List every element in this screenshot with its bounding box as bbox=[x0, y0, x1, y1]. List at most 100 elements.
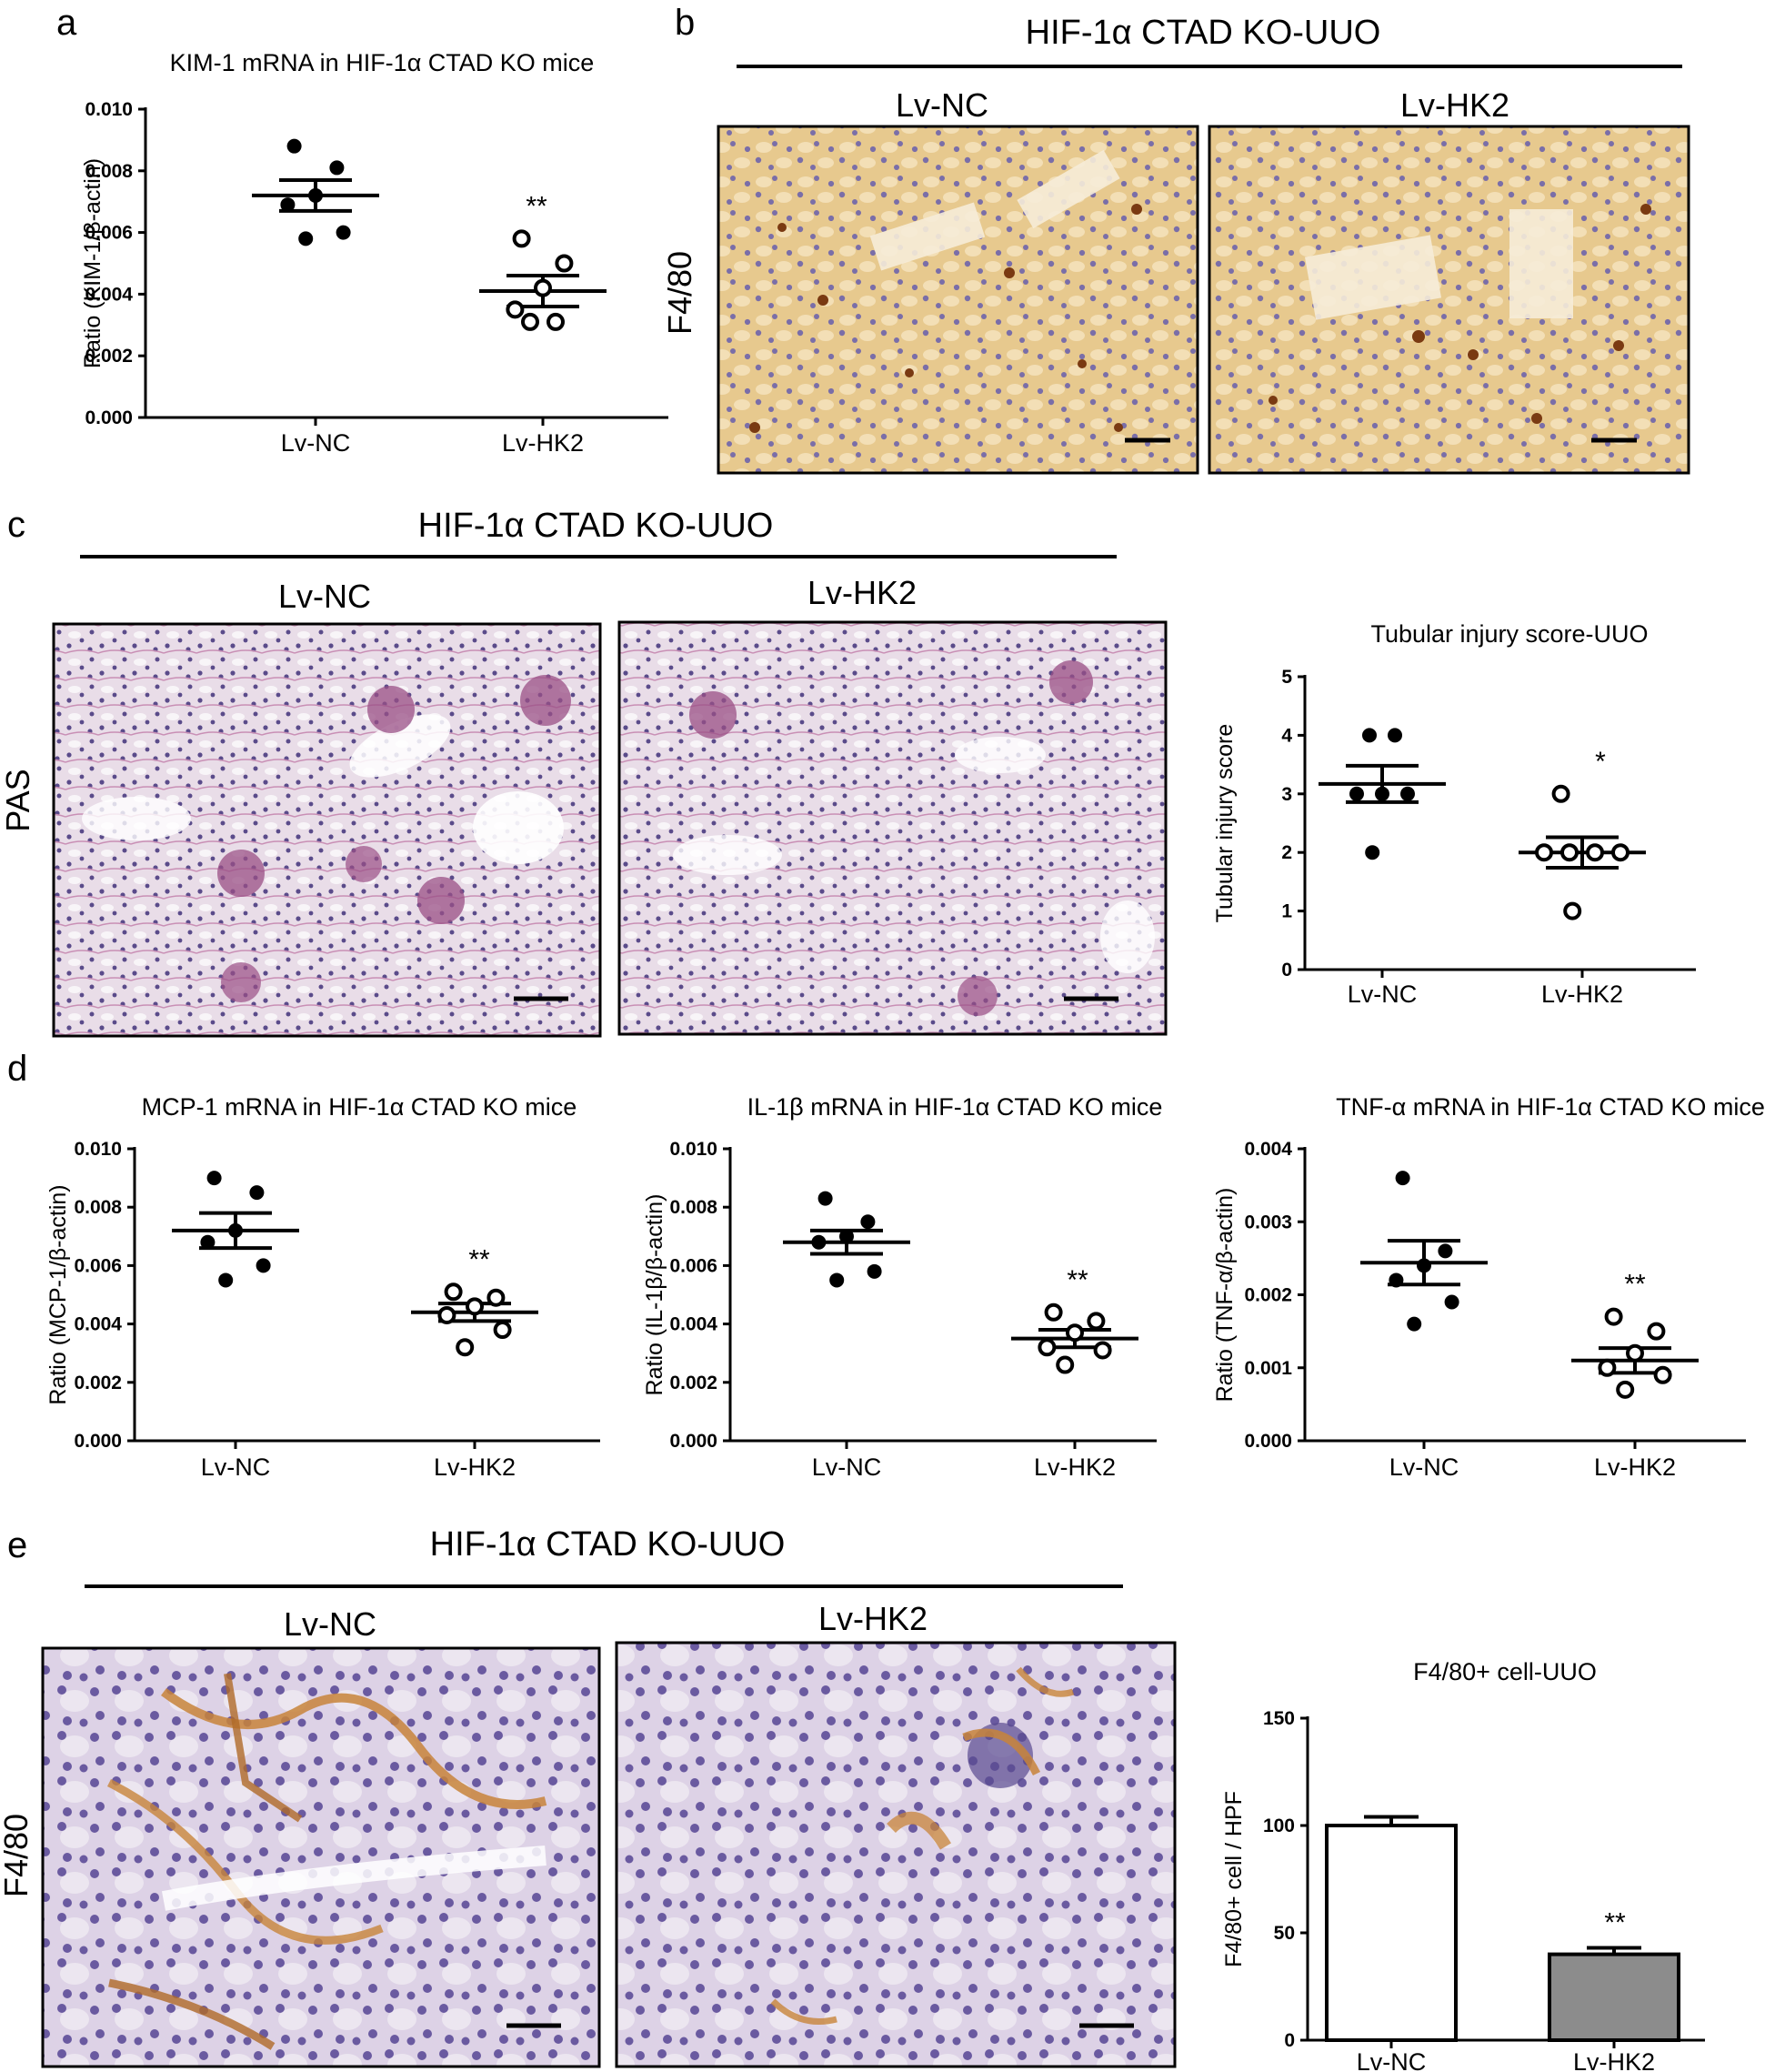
x-tick-label: Lv-NC bbox=[281, 429, 351, 457]
data-point bbox=[1626, 1343, 1644, 1363]
data-point bbox=[867, 1263, 882, 1279]
y-tick-label: 0 bbox=[1284, 2030, 1295, 2051]
data-point bbox=[206, 1171, 222, 1186]
y-tick-label: 0.008 bbox=[74, 1197, 122, 1218]
panel-b-group-lvhk2: Lv-HK2 bbox=[1400, 86, 1509, 124]
significance-label: ** bbox=[1604, 1908, 1626, 1938]
data-point bbox=[1407, 1316, 1422, 1332]
y-tick-label: 0 bbox=[1281, 960, 1292, 981]
micrograph-c-lvnc bbox=[52, 622, 602, 1038]
data-point bbox=[1598, 1358, 1617, 1377]
y-tick-label: 0.002 bbox=[85, 346, 133, 367]
chart-title: KIM-1 mRNA in HIF-1α CTAD KO mice bbox=[170, 49, 595, 76]
data-point bbox=[1362, 728, 1377, 743]
data-point bbox=[1389, 1272, 1404, 1288]
x-tick-label: Lv-NC bbox=[1348, 981, 1418, 1008]
data-point bbox=[1400, 786, 1415, 801]
chart-f480-cells: F4/80+ cell-UUO F4/80+ cell / HPF 0 50 100 15… bbox=[1221, 1658, 1705, 2072]
micrograph-c-lvhk2 bbox=[617, 620, 1168, 1036]
data-point bbox=[444, 1282, 463, 1302]
data-point bbox=[1604, 1307, 1623, 1326]
data-point bbox=[817, 1191, 833, 1206]
significance-label: * bbox=[1595, 747, 1606, 777]
panel-b-group-lvnc: Lv-NC bbox=[896, 86, 988, 124]
data-point bbox=[280, 197, 296, 213]
panel-e-group-lvhk2: Lv-HK2 bbox=[818, 1600, 928, 1637]
y-tick-label: 0.004 bbox=[85, 284, 133, 305]
panel-letter-a: a bbox=[56, 3, 77, 43]
x-tick-label: Lv-HK2 bbox=[502, 429, 584, 457]
data-point bbox=[860, 1214, 876, 1230]
y-axis-label: Ratio (MCP-1/β-actin) bbox=[45, 1184, 71, 1404]
data-point bbox=[521, 312, 539, 331]
significance-label: ** bbox=[1067, 1265, 1088, 1295]
x-tick-label: Lv-HK2 bbox=[1541, 981, 1623, 1008]
panel-c-group-lvnc: Lv-NC bbox=[278, 578, 371, 615]
y-tick-label: 0.000 bbox=[85, 407, 133, 428]
panel-letter-d: d bbox=[7, 1049, 27, 1089]
y-tick-label: 0.000 bbox=[669, 1431, 717, 1452]
y-tick-label: 50 bbox=[1274, 1923, 1295, 1944]
y-axis-label: Tubular injury score bbox=[1212, 724, 1238, 923]
data-point bbox=[534, 278, 552, 297]
data-point bbox=[218, 1272, 234, 1288]
data-point bbox=[437, 1305, 456, 1324]
chart-kim1: KIM-1 mRNA in HIF-1α CTAD KO mice Ratio (… bbox=[80, 49, 668, 457]
y-tick-label: 2 bbox=[1281, 842, 1292, 863]
data-point bbox=[547, 312, 565, 331]
data-point bbox=[1653, 1365, 1672, 1384]
chart-title: TNF-α mRNA in HIF-1α CTAD KO mice bbox=[1336, 1093, 1765, 1121]
micrograph-e-lvhk2 bbox=[615, 1641, 1177, 2068]
x-tick-label: Lv-NC bbox=[1389, 1453, 1459, 1481]
bar bbox=[1548, 1952, 1680, 2043]
y-axis-label: Ratio (TNF-α/β-actin) bbox=[1212, 1188, 1238, 1403]
y-tick-label: 5 bbox=[1281, 667, 1292, 688]
y-axis-label: Ratio (IL-1β/β-actin) bbox=[642, 1194, 667, 1396]
panel-e-group-lvnc: Lv-NC bbox=[284, 1605, 376, 1643]
y-tick-label: 0.002 bbox=[669, 1373, 717, 1393]
panel-c-stain-label: PAS bbox=[0, 769, 36, 831]
y-tick-label: 0.000 bbox=[1244, 1431, 1292, 1452]
micrograph-b-lvhk2 bbox=[1208, 125, 1690, 475]
data-point bbox=[839, 1229, 854, 1244]
data-point bbox=[1551, 784, 1570, 803]
panel-e-stain-label: F4/80 bbox=[0, 1814, 35, 1897]
y-tick-label: 0.008 bbox=[669, 1197, 717, 1218]
y-tick-label: 0.001 bbox=[1244, 1358, 1292, 1379]
panel-c-header: HIF-1α CTAD KO-UUO bbox=[418, 507, 774, 545]
panel-e: HIF-1α CTAD KO-UUO Lv-NC Lv-HK2 F4/80 bbox=[0, 1525, 1177, 2068]
data-point bbox=[1038, 1338, 1057, 1357]
data-point bbox=[1586, 843, 1604, 862]
chart-title: F4/80+ cell-UUO bbox=[1413, 1658, 1597, 1685]
y-tick-label: 0.010 bbox=[85, 99, 133, 120]
y-tick-label: 0.010 bbox=[74, 1139, 122, 1160]
y-tick-label: 3 bbox=[1281, 784, 1292, 805]
data-point bbox=[466, 1297, 484, 1316]
x-tick-label: Lv-NC bbox=[201, 1453, 271, 1481]
data-point bbox=[493, 1321, 512, 1340]
chart-tnfa: TNF-α mRNA in HIF-1α CTAD KO mice Ratio (… bbox=[1212, 1093, 1765, 1481]
panel-b: HIF-1α CTAD KO-UUO Lv-NC Lv-HK2 F4/80 bbox=[661, 14, 1690, 475]
panel-b-stain-label: F4/80 bbox=[661, 251, 698, 335]
data-point bbox=[1365, 845, 1380, 860]
data-point bbox=[1087, 1312, 1106, 1331]
y-tick-label: 150 bbox=[1263, 1708, 1295, 1729]
data-point bbox=[329, 160, 345, 176]
y-tick-label: 0.008 bbox=[85, 161, 133, 182]
data-point bbox=[286, 138, 302, 154]
data-point bbox=[1563, 901, 1582, 920]
data-point bbox=[555, 254, 574, 273]
significance-label: ** bbox=[1624, 1270, 1646, 1300]
panel-b-header: HIF-1α CTAD KO-UUO bbox=[1026, 14, 1381, 52]
data-point bbox=[811, 1234, 827, 1250]
y-tick-label: 1 bbox=[1281, 901, 1292, 922]
data-point bbox=[456, 1338, 475, 1357]
data-point bbox=[1647, 1322, 1666, 1341]
bar bbox=[1325, 1824, 1458, 2042]
y-tick-label: 0.004 bbox=[669, 1314, 717, 1335]
panel-letter-b: b bbox=[675, 3, 695, 43]
panel-letter-c: c bbox=[7, 505, 25, 545]
data-point bbox=[1535, 843, 1553, 862]
data-point bbox=[200, 1234, 216, 1250]
data-point bbox=[1349, 786, 1364, 801]
